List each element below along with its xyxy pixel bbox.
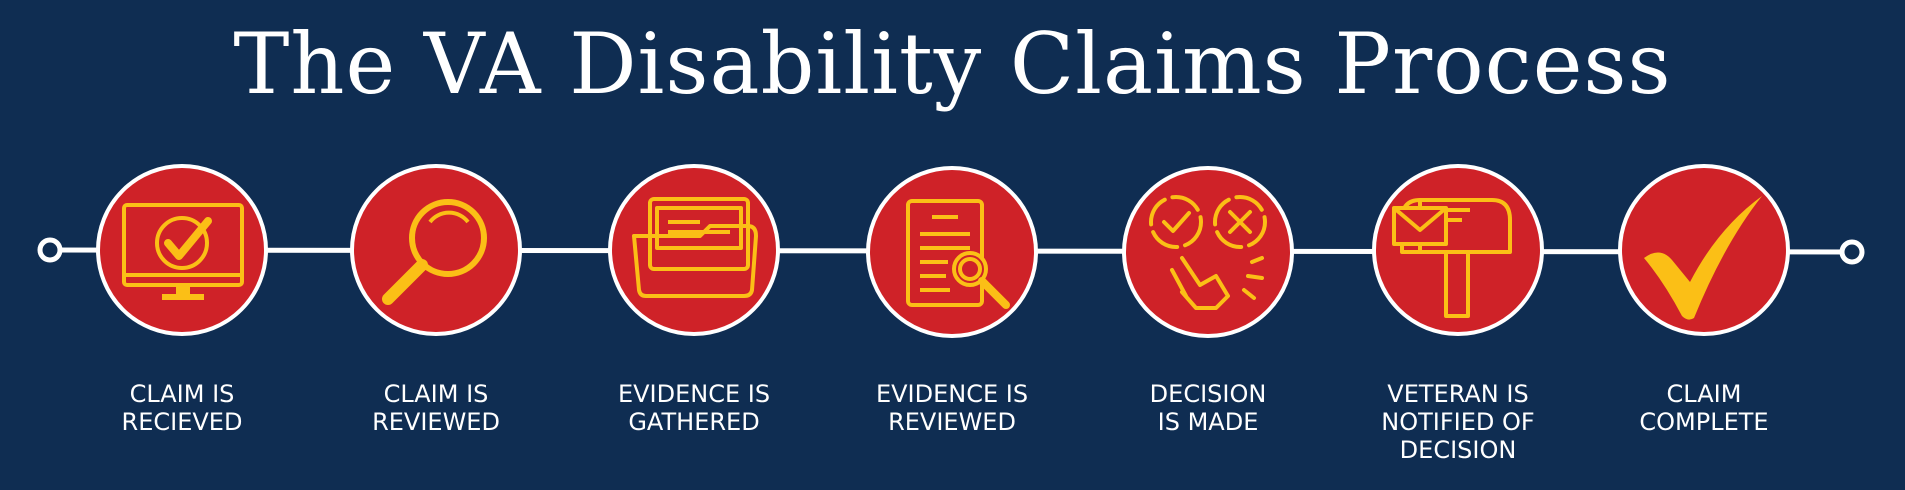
step-label-5: DECISION IS MADE [1113,380,1303,436]
mailbox-icon [1392,198,1512,318]
step-label-line: REVIEWED [372,408,500,436]
step-label-line: VETERAN IS [1387,380,1529,408]
computer-check-icon [122,203,244,300]
step-2 [350,164,522,336]
timeline-start-dot [37,237,63,263]
step-3 [608,164,780,336]
step-circle [1618,164,1790,336]
step-label-line: EVIDENCE IS [617,380,771,408]
step-label-line: EVIDENCE IS [875,380,1029,408]
step-label-6: VETERAN IS NOTIFIED OF DECISION [1363,380,1553,464]
step-label-line: CLAIM [1666,380,1742,408]
step-label-line: RECIEVED [121,408,243,436]
step-label-line: DECISION [1149,380,1267,408]
step-circle [866,166,1038,338]
step-5 [1122,166,1294,338]
step-label-4: EVIDENCE IS REVIEWED [857,380,1047,436]
step-label-line: CLAIM IS [129,380,235,408]
checkmark-icon [1644,196,1762,320]
step-label-7: CLAIM COMPLETE [1609,380,1799,436]
step-label-3: EVIDENCE IS GATHERED [599,380,789,436]
magnifying-glass-icon [382,199,487,305]
step-label-line: IS MADE [1157,408,1259,436]
step-label-line: DECISION [1399,436,1517,464]
step-label-1: CLAIM IS RECIEVED [87,380,277,436]
step-label-2: CLAIM IS REVIEWED [341,380,531,436]
step-label-line: REVIEWED [888,408,1016,436]
step-circle [350,164,522,336]
step-7 [1618,164,1790,336]
step-label-line: COMPLETE [1639,408,1769,436]
timeline-end-dot [1839,239,1865,265]
page-title: The VA Disability Claims Process [233,15,1672,113]
step-label-line: GATHERED [628,408,760,436]
step-6 [1372,164,1544,336]
step-1 [96,164,268,336]
decision-hand-icon [1149,195,1267,310]
document-search-icon [906,199,1010,309]
folder-icon [632,197,758,298]
step-label-line: CLAIM IS [383,380,489,408]
step-label-line: NOTIFIED OF [1381,408,1535,436]
step-circle [1122,166,1294,338]
step-4 [866,166,1038,338]
